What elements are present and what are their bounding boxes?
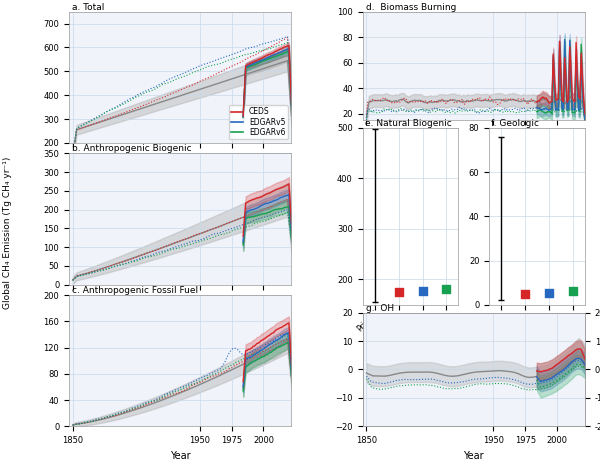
Text: g.  OH: g. OH <box>366 303 394 313</box>
Point <box>442 285 451 292</box>
Point <box>394 288 403 296</box>
Text: d.  Biomass Burning: d. Biomass Burning <box>366 3 456 12</box>
Text: e. Natural Biogenic: e. Natural Biogenic <box>365 119 451 128</box>
Text: Global CH₄ Emission (Tg CH₄ yr⁻¹): Global CH₄ Emission (Tg CH₄ yr⁻¹) <box>2 157 12 309</box>
Point <box>568 288 578 295</box>
X-axis label: Year: Year <box>170 451 191 461</box>
Legend: CEDS, EDGARv5, EDGARv6: CEDS, EDGARv5, EDGARv6 <box>229 105 287 139</box>
Text: f. Geologic: f. Geologic <box>491 119 539 128</box>
X-axis label: Year: Year <box>463 451 484 461</box>
Text: a. Total: a. Total <box>73 3 105 12</box>
Point <box>418 287 427 295</box>
Point <box>544 289 554 296</box>
Text: c. Anthropogenic Fossil Fuel: c. Anthropogenic Fossil Fuel <box>73 286 199 295</box>
Text: b. Anthropogenic Biogenic: b. Anthropogenic Biogenic <box>73 144 192 153</box>
Point <box>520 290 530 297</box>
